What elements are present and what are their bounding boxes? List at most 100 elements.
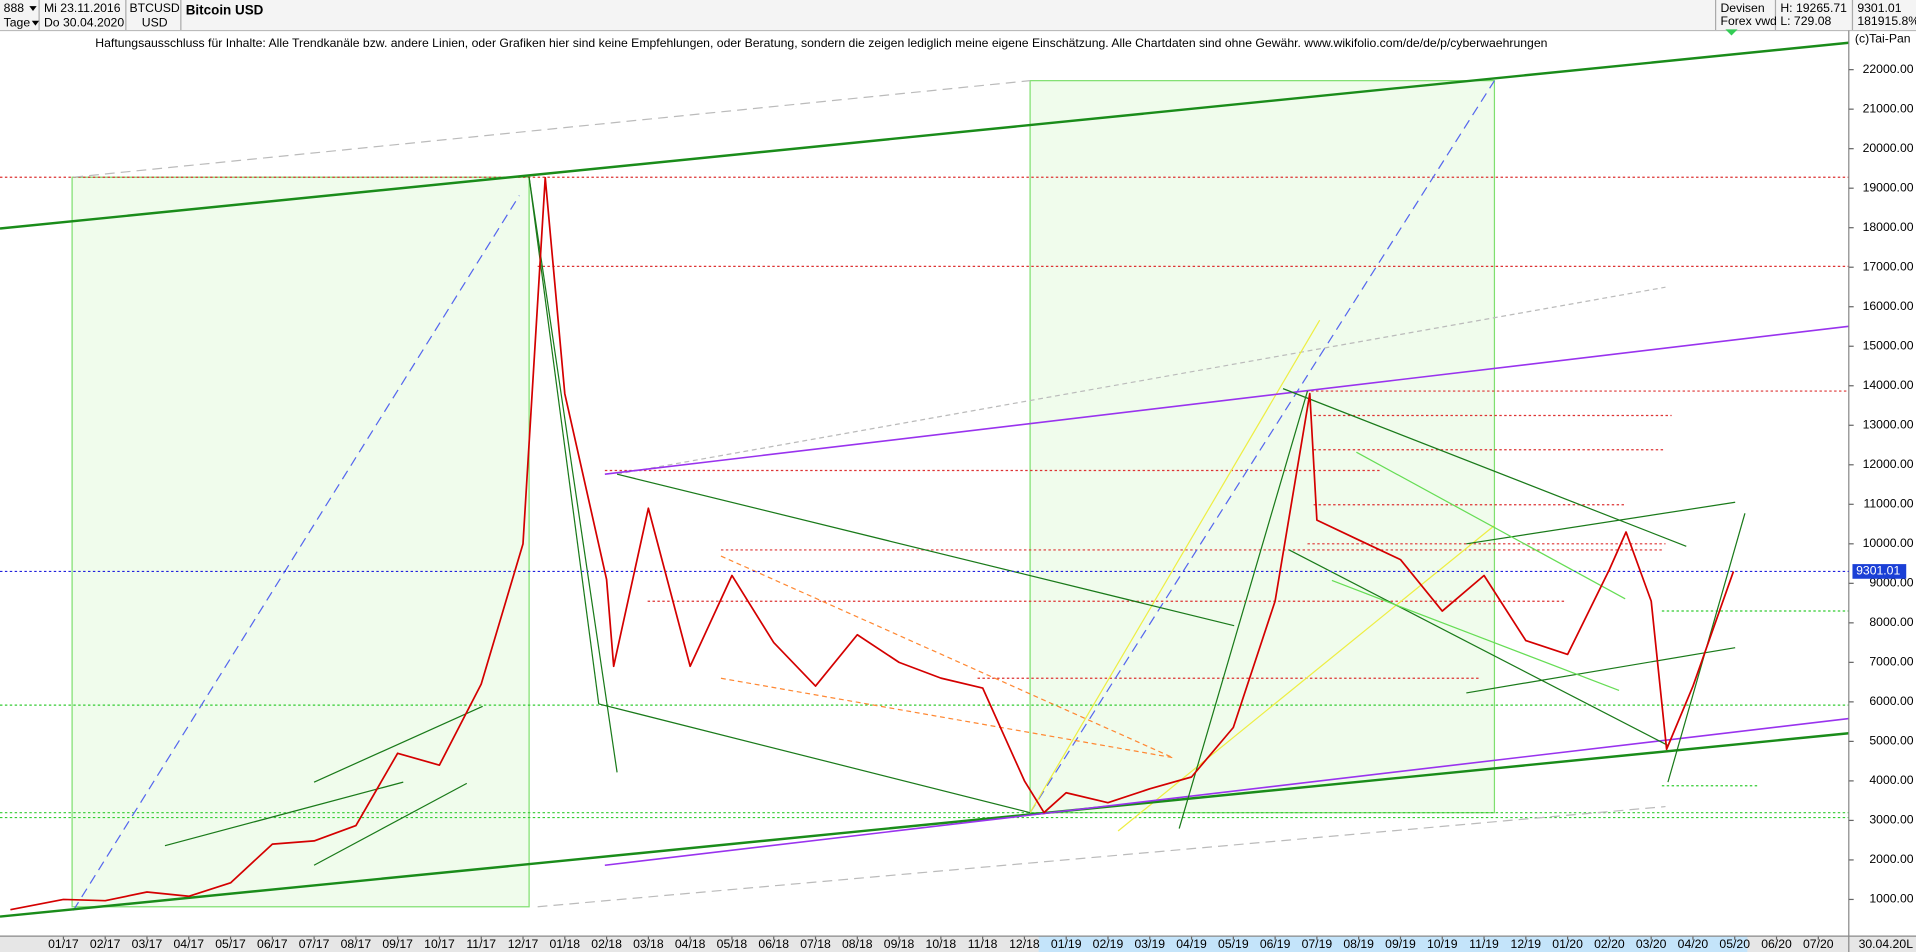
trend-line: [313, 782, 468, 866]
x-tick-label: 02/18: [591, 937, 622, 951]
x-tick-label: 02/19: [1093, 937, 1124, 951]
x-tick-label: 07/19: [1302, 937, 1333, 951]
currency: USD: [142, 15, 168, 29]
trend-line: [1029, 80, 1495, 814]
header: 888 Tage Mi 23.11.2016 Do 30.04.2020 BTC…: [0, 0, 1916, 32]
x-tick-label: 10/17: [424, 937, 455, 951]
high: H: 19265.71: [1780, 1, 1847, 15]
annotations: [0, 41, 1849, 918]
x-tick-label: 07/20: [1803, 937, 1834, 951]
y-tick-label: 11000.00: [1863, 497, 1913, 511]
x-tick-label: 01/20: [1552, 937, 1583, 951]
copyright: (c)Tai-Pan: [1855, 31, 1911, 45]
y-tick-label: 18000.00: [1863, 220, 1914, 234]
range-box: [71, 176, 530, 908]
x-tick-label: 09/17: [382, 937, 413, 951]
y-tick-label: 3000.00: [1869, 813, 1913, 827]
x-tick-label: 11/18: [968, 937, 998, 951]
dropdown-icon[interactable]: [31, 20, 40, 26]
x-tick-label: 11/19: [1469, 937, 1499, 951]
x-tick-label: 09/19: [1385, 937, 1416, 951]
trend-line: [616, 473, 1235, 627]
y-tick-label: 1000.00: [1869, 892, 1913, 906]
x-tick-label: 04/17: [173, 937, 204, 951]
y-tick-label: 17000.00: [1863, 259, 1914, 273]
last-price: 9301.01: [1857, 1, 1901, 15]
marker-icon: [1725, 29, 1738, 36]
channel-line: [604, 325, 1849, 475]
x-tick-label: 07/17: [299, 937, 330, 951]
x-tick-label: 04/18: [675, 937, 706, 951]
x-tick-label: 12/19: [1511, 937, 1542, 951]
trend-line: [1029, 319, 1321, 813]
trend-line: [720, 555, 1174, 759]
x-tick-label: 04/19: [1176, 937, 1207, 951]
x-tick-label: 05/19: [1218, 937, 1249, 951]
x-tick-label: 03/20: [1636, 937, 1667, 951]
period[interactable]: Tage: [4, 15, 31, 29]
y-tick-label: 19000.00: [1863, 180, 1914, 194]
x-tick-label: 02/17: [90, 937, 121, 951]
header-bar: [0, 0, 1916, 31]
x-tick-label: 03/19: [1134, 937, 1165, 951]
trend-line: [1356, 451, 1626, 600]
x-tick-label: 01/19: [1051, 937, 1082, 951]
x-tick-label: 08/19: [1343, 937, 1374, 951]
low: L: 729.08: [1780, 14, 1831, 28]
x-tick-label: 06/19: [1260, 937, 1291, 951]
x-axis-end-date: 30.04.20: [1859, 937, 1907, 951]
trend-line: [1178, 390, 1309, 829]
scale-mode[interactable]: L: [1906, 937, 1913, 951]
market: Devisen: [1720, 1, 1764, 15]
x-tick-label: 03/18: [633, 937, 664, 951]
y-tick-label: 20000.00: [1863, 141, 1914, 155]
chart-id[interactable]: 888: [4, 1, 25, 15]
disclaimer: Haftungsausschluss für Inhalte: Alle Tre…: [95, 36, 1547, 50]
x-tick-label: 11/17: [466, 937, 496, 951]
trend-line: [1288, 549, 1669, 747]
x-tick-label: 02/20: [1594, 937, 1625, 951]
channel-line: [0, 732, 1849, 918]
price-line: [10, 176, 1735, 911]
last-price-box: [1852, 564, 1907, 579]
x-tick-label: 10/18: [926, 937, 957, 951]
x-tick-label: 09/18: [884, 937, 915, 951]
channel-line: [604, 717, 1849, 867]
x-tick-label: 05/17: [215, 937, 246, 951]
last-price-label: 9301.01: [1856, 564, 1900, 578]
x-tick-label: 06/17: [257, 937, 288, 951]
trend-line: [313, 705, 483, 783]
x-tick-label: 12/18: [1009, 937, 1040, 951]
y-tick-label: 8000.00: [1869, 615, 1913, 629]
x-tick-label: 06/18: [758, 937, 789, 951]
x-tick-label: 04/20: [1678, 937, 1709, 951]
chart-title: Bitcoin USD: [186, 3, 264, 18]
x-tick-label: 07/18: [800, 937, 831, 951]
x-tick-label: 10/19: [1427, 937, 1458, 951]
y-tick-label: 16000.00: [1863, 299, 1914, 313]
y-tick-label: 15000.00: [1863, 338, 1914, 352]
y-tick-label: 7000.00: [1869, 655, 1913, 669]
x-tick-label: 08/17: [341, 937, 372, 951]
trend-line: [537, 805, 1666, 908]
x-tick-label: 01/18: [550, 937, 581, 951]
y-tick-label: 21000.00: [1863, 101, 1914, 115]
y-tick-label: 6000.00: [1869, 694, 1913, 708]
trend-line: [616, 286, 1666, 475]
end-date: Do 30.04.2020: [44, 15, 124, 29]
x-tick-label: 05/20: [1719, 937, 1750, 951]
x-axis-highlight: [1038, 936, 1748, 952]
start-date: Mi 23.11.2016: [44, 1, 121, 15]
x-tick-label: 01/17: [48, 937, 79, 951]
x-tick-label: 03/17: [132, 937, 163, 951]
dropdown-icon[interactable]: [29, 6, 37, 11]
y-tick-label: 9000.00: [1869, 576, 1913, 590]
y-tick-label: 22000.00: [1863, 62, 1914, 76]
y-tick-label: 10000.00: [1863, 536, 1914, 550]
trend-line: [598, 703, 1031, 814]
x-tick-label: 05/18: [717, 937, 748, 951]
y-tick-label: 14000.00: [1863, 378, 1914, 392]
x-tick-label: 08/18: [842, 937, 873, 951]
